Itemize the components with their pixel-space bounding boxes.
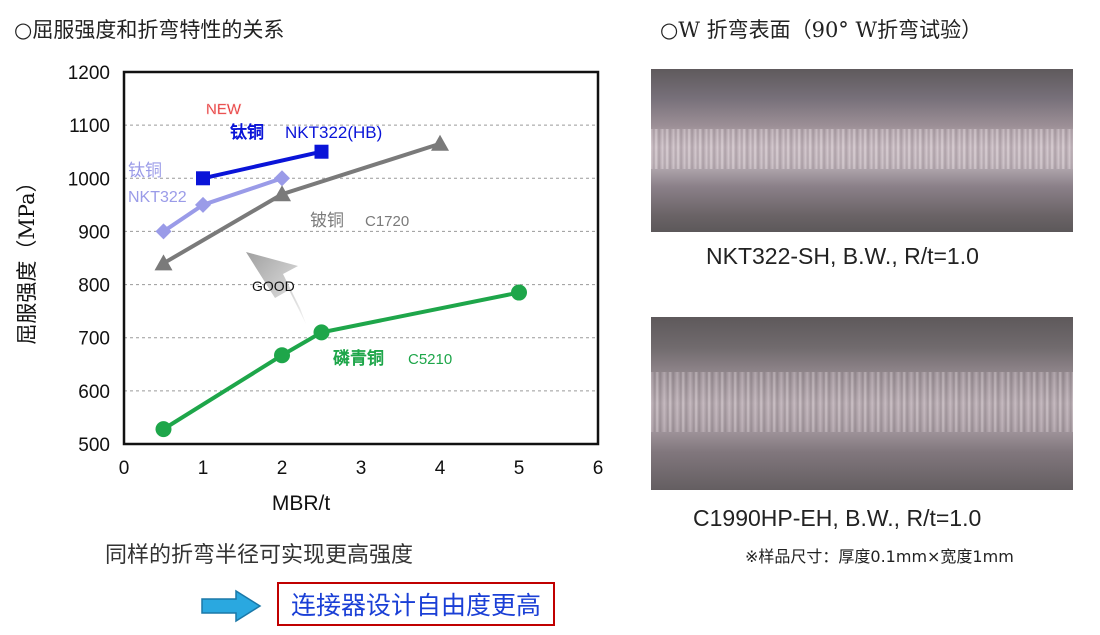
- x-tick-label: 2: [277, 458, 288, 479]
- y-tick-label: 600: [78, 382, 110, 403]
- y-tick-label: 700: [78, 329, 110, 350]
- y-tick-label: 800: [78, 276, 110, 297]
- series-label: C5210: [408, 351, 452, 368]
- data-point: [274, 170, 290, 187]
- data-point: [274, 347, 290, 364]
- data-point: [511, 284, 527, 301]
- right-section-title: ○W 折弯表面（90° W折弯试验）: [660, 18, 983, 42]
- x-tick-label: 4: [435, 458, 446, 479]
- y-axis-label: 屈服强度（MPa）: [15, 171, 39, 344]
- series-label: 铍铜: [310, 211, 344, 230]
- photo-caption-nkt322: NKT322-SH, B.W., R/t=1.0: [706, 243, 979, 269]
- series-label: C1720: [365, 213, 409, 230]
- data-point: [273, 185, 291, 202]
- series-label: 钛铜: [128, 161, 162, 180]
- data-point: [313, 324, 330, 341]
- plot-frame: [122, 70, 600, 446]
- new-badge: NEW: [206, 101, 242, 118]
- x-axis-label: MBR/t: [272, 492, 331, 510]
- left-section-title: ○屈服强度和折弯特性的关系: [14, 18, 285, 42]
- right-arrow-icon: [201, 589, 262, 623]
- data-point: [314, 144, 329, 159]
- x-tick-label: 3: [356, 458, 367, 479]
- series-label: 磷青铜: [333, 348, 384, 368]
- x-tick-label: 1: [198, 458, 209, 479]
- data-point: [431, 134, 449, 151]
- yield-strength-chart: 500 600 700 800 900 1000 1100 1200 0 1 2 3 4 5 6 MBR/t 屈…: [15, 63, 604, 510]
- y-tick-label: 900: [78, 222, 110, 243]
- series-label: NKT322(HB): [285, 123, 382, 142]
- series-line: [162, 290, 520, 431]
- x-tick-label: 5: [514, 458, 525, 479]
- series-line: [202, 149, 322, 181]
- x-tick-label: 6: [593, 458, 604, 479]
- x-tick-label: 0: [119, 458, 130, 479]
- series-label: NKT322: [128, 189, 187, 206]
- y-tick-label: 500: [78, 435, 110, 456]
- sample-size-note: ※样品尺寸：厚度0.1mm×宽度1mm: [745, 547, 1014, 566]
- photo-caption-c1990hp: C1990HP-EH, B.W., R/t=1.0: [693, 505, 982, 531]
- data-point: [155, 421, 172, 438]
- conclusion-text: 同样的折弯半径可实现更高强度: [105, 543, 414, 568]
- bend-surface-photo-c1990hp: [651, 317, 1073, 490]
- data-point: [155, 223, 172, 240]
- good-arrow-icon: [246, 252, 306, 324]
- design-freedom-box: 连接器设计自由度更高: [277, 582, 556, 626]
- good-annotation: GOOD: [252, 278, 295, 294]
- bend-surface-photo-nkt322: [651, 69, 1073, 232]
- y-tick-label: 1200: [68, 63, 110, 84]
- y-tick-label: 1100: [69, 116, 110, 137]
- y-tick-label: 1000: [68, 169, 110, 190]
- series-label: 钛铜: [230, 122, 264, 142]
- data-point: [196, 171, 210, 186]
- data-point: [195, 196, 211, 213]
- data-point: [154, 254, 173, 271]
